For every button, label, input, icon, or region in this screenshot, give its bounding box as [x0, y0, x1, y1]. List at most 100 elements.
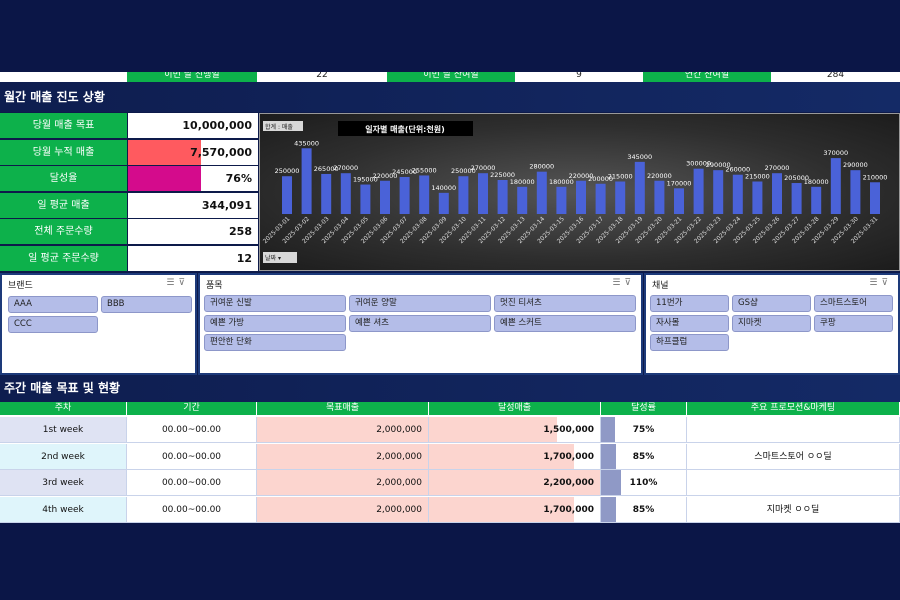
multi-select-icon[interactable]: ☰ [166, 278, 179, 288]
channel-chip[interactable]: 스마트스토어 [814, 295, 893, 312]
chart-axis-filter-box [263, 252, 297, 263]
week-label: 2nd week [0, 443, 127, 470]
channel-slicer-title: 채널 [652, 281, 669, 291]
chart-bar [497, 180, 508, 214]
chart-bar [380, 180, 390, 214]
week-target: 2,000,000 [257, 496, 429, 523]
clear-filter-icon[interactable]: ⊽ [881, 278, 892, 288]
chart-bar [791, 183, 802, 214]
chart-bar [850, 170, 861, 214]
chart-bar [282, 176, 292, 214]
kpi-value: 10,000,000 [182, 119, 252, 132]
item-chip[interactable]: 귀여운 양말 [349, 295, 491, 312]
item-chip[interactable]: 편안한 단화 [204, 334, 346, 351]
chart-data-label: 220000 [373, 172, 398, 180]
channel-chip[interactable]: 11번가 [650, 295, 729, 312]
multi-select-icon[interactable]: ☰ [612, 278, 625, 288]
brand-chip-bbb[interactable]: BBB [101, 296, 192, 313]
kpi-row: 일 평균 주문수량 12 [0, 246, 258, 272]
clear-filter-icon[interactable]: ⊽ [624, 278, 635, 288]
kpi-value: 7,570,000 [190, 146, 252, 159]
kpi-label: 일 평균 주문수량 [0, 246, 127, 271]
chart-bar [321, 173, 332, 214]
chart-data-label: 270000 [765, 164, 790, 172]
week-actual: 1,700,000 [543, 451, 594, 462]
chart-bar [576, 180, 586, 214]
chart-bar [458, 176, 469, 214]
kpi-value: 12 [236, 252, 252, 265]
chart-data-label: 220000 [569, 172, 594, 180]
kpi-label: 당월 매출 목표 [0, 113, 127, 138]
chart-bar [301, 148, 312, 214]
column-header: 기간 [127, 402, 257, 415]
elapsed-days-value: 22 [316, 72, 328, 80]
clear-filter-icon[interactable]: ⊽ [178, 278, 189, 288]
chart-data-label: 210000 [863, 173, 888, 181]
week-rate-cell: 85% [601, 443, 687, 470]
week-rate-bar [601, 470, 621, 495]
kpi-label: 당월 누적 매출 [0, 140, 127, 165]
week-rate: 110% [629, 478, 658, 488]
item-chip[interactable]: 귀여운 신발 [204, 295, 346, 312]
week-actual-cell: 1,500,000 [429, 417, 601, 443]
kpi-value: 76% [225, 172, 252, 185]
kpi-value: 258 [229, 225, 252, 238]
week-target: 2,000,000 [257, 417, 429, 443]
item-chip[interactable]: 예쁜 스커트 [494, 315, 636, 332]
kpi-value: 344,091 [201, 199, 252, 212]
multi-select-icon[interactable]: ☰ [869, 278, 882, 288]
kpi-value-cell: 7,570,000 [128, 140, 258, 165]
channel-chip[interactable]: GS샵 [732, 295, 811, 312]
chart-data-label: 370000 [823, 149, 848, 157]
chart-data-label: 180000 [510, 178, 535, 186]
chart-bar [674, 188, 684, 214]
chart-bar [517, 186, 528, 214]
chart-data-label: 300000 [686, 160, 711, 168]
brand-chip-ccc[interactable]: CCC [8, 316, 98, 333]
item-chip[interactable]: 예쁜 가방 [204, 315, 346, 332]
kpi-row: 달성율 76% [0, 166, 258, 192]
chart-bar [556, 186, 567, 214]
week-actual-cell: 2,200,000 [429, 470, 601, 496]
channel-chip[interactable]: 자사몰 [650, 315, 729, 332]
week-rate-cell: 75% [601, 417, 687, 443]
brand-chip-aaa[interactable]: AAA [8, 296, 98, 313]
week-label: 4th week [0, 496, 127, 523]
kpi-value-cell: 76% [128, 166, 258, 191]
monthly-section-title: 월간 매출 진도 상황 [0, 82, 900, 112]
week-promo: 지마켓 ㅇㅇ딜 [687, 496, 900, 523]
chart-axis-filter: 날짜 ▾ [265, 254, 281, 262]
kpi-value-cell: 10,000,000 [128, 113, 258, 138]
week-rate: 85% [632, 504, 655, 515]
week-actual-cell: 1,700,000 [429, 496, 601, 523]
week-promo [687, 470, 900, 496]
weekly-section-title: 주간 매출 목표 및 현황 [0, 375, 900, 402]
chart-data-label: 345000 [627, 153, 652, 161]
chart-data-label: 250000 [275, 167, 300, 175]
chart-data-label: 180000 [804, 178, 829, 186]
channel-chip[interactable]: 지마켓 [732, 315, 811, 332]
chart-bar [693, 168, 704, 214]
chart-bar [419, 175, 430, 214]
kpi-label: 일 평균 매출 [0, 193, 127, 218]
column-header: 주차 [0, 402, 127, 415]
chart-bar [772, 173, 782, 214]
chart-bar [595, 183, 606, 214]
week-actual: 1,700,000 [543, 504, 594, 515]
item-slicer-title: 품목 [206, 281, 223, 291]
item-chip[interactable]: 예쁜 셔츠 [349, 315, 491, 332]
day-count-row: 이번 달 진행일 22 이번 달 잔여일 9 연간 잔여일 284 [0, 72, 900, 82]
chart-data-label: 180000 [549, 178, 574, 186]
chart-bar [732, 174, 743, 214]
channel-chip[interactable]: 하프클럽 [650, 334, 729, 351]
kpi-value-cell: 12 [128, 246, 258, 271]
chart-data-label: 260000 [725, 166, 750, 174]
chart-bar [752, 181, 763, 214]
week-period: 00.00~00.00 [127, 443, 257, 470]
item-chip[interactable]: 멋진 티셔츠 [494, 295, 636, 312]
channel-chip[interactable]: 쿠팡 [814, 315, 893, 332]
chart-data-label: 200000 [588, 175, 613, 183]
week-actual-remaining [557, 417, 600, 442]
chart-bar [811, 186, 822, 214]
item-slicer: 품목 ☰⊽ 귀여운 신발 귀여운 양말 멋진 티셔츠 예쁜 가방 예쁜 셔츠 예… [198, 273, 643, 375]
